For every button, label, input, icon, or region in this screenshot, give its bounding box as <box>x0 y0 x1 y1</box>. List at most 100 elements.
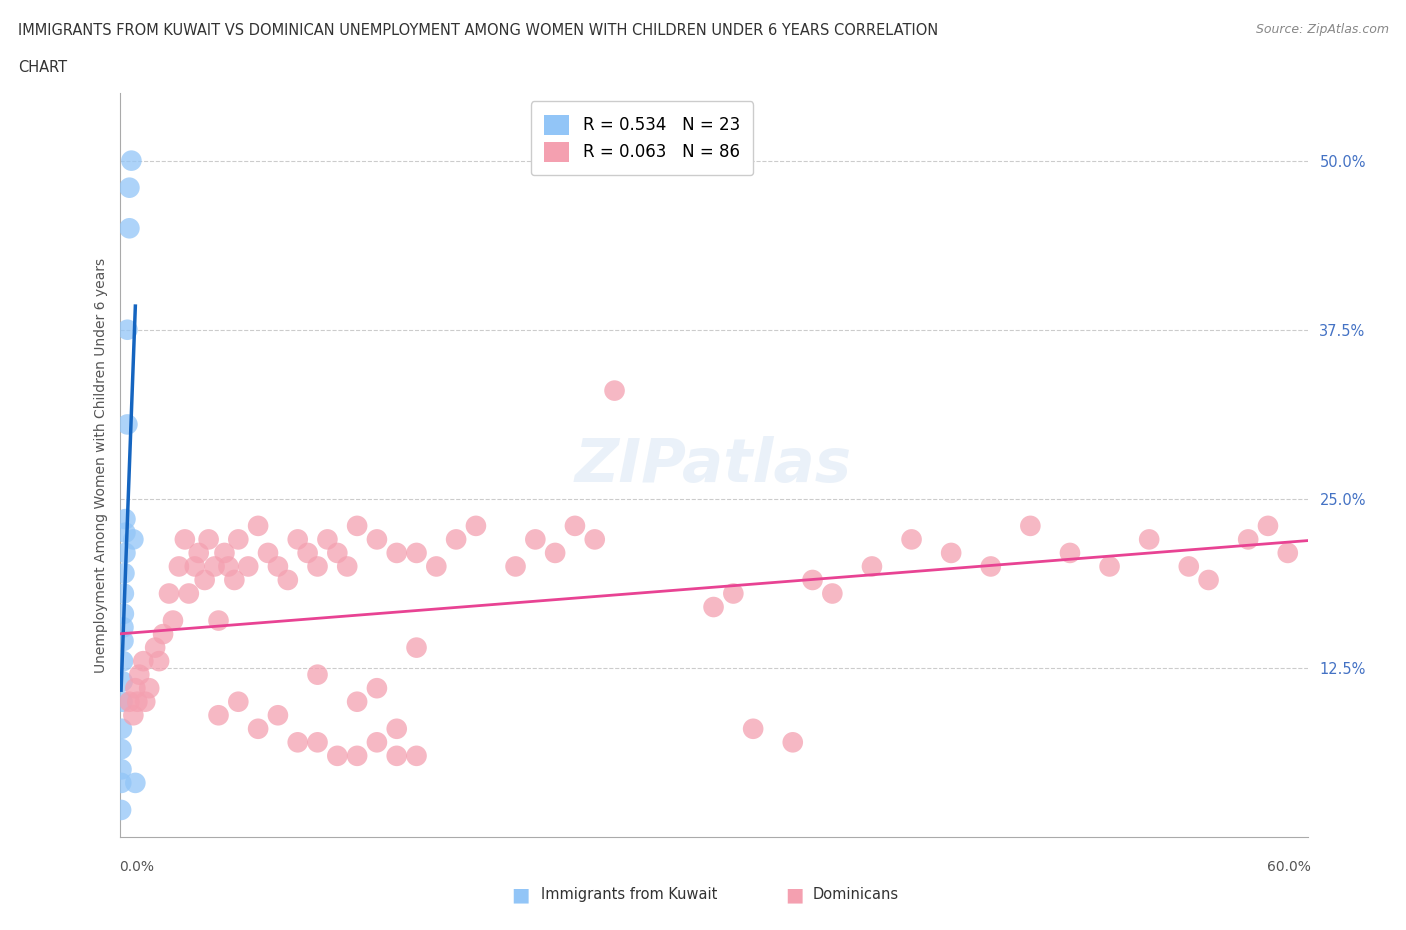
Point <box>110 803 132 817</box>
Point <box>117 417 139 432</box>
Point <box>118 180 141 195</box>
Point <box>122 532 145 547</box>
Point <box>801 573 824 588</box>
Point <box>723 586 745 601</box>
Text: 0.0%: 0.0% <box>120 859 155 874</box>
Point <box>112 586 135 601</box>
Point <box>122 708 145 723</box>
Point <box>112 620 135 635</box>
Text: CHART: CHART <box>18 60 67 75</box>
Point <box>217 559 239 574</box>
Point <box>385 546 408 561</box>
Point <box>177 586 200 601</box>
Point <box>134 695 156 710</box>
Text: Dominicans: Dominicans <box>813 887 898 902</box>
Point <box>143 640 166 655</box>
Point <box>425 559 447 574</box>
Point <box>405 640 427 655</box>
Point <box>267 708 290 723</box>
Point <box>385 749 408 764</box>
Point <box>702 600 725 615</box>
Point <box>405 546 427 561</box>
Point <box>197 532 219 547</box>
Point <box>524 532 547 547</box>
Point <box>267 559 290 574</box>
Point <box>583 532 606 547</box>
Point <box>111 674 134 689</box>
Point <box>114 525 136 540</box>
Point <box>544 546 567 561</box>
Point <box>564 518 586 533</box>
Point <box>224 573 246 588</box>
Point <box>214 546 236 561</box>
Text: ■: ■ <box>785 885 804 904</box>
Text: ZIPatlas: ZIPatlas <box>575 435 852 495</box>
Point <box>238 559 260 574</box>
Point <box>346 695 368 710</box>
Point <box>127 695 149 710</box>
Point <box>110 776 132 790</box>
Point <box>1257 518 1279 533</box>
Point <box>114 512 136 526</box>
Point <box>1098 559 1121 574</box>
Point <box>307 735 329 750</box>
Point <box>138 681 160 696</box>
Point <box>207 613 229 628</box>
Point <box>111 722 134 737</box>
Point <box>152 627 174 642</box>
Point <box>900 532 922 547</box>
Point <box>326 546 349 561</box>
Point <box>1277 546 1299 561</box>
Point <box>346 749 368 764</box>
Text: Source: ZipAtlas.com: Source: ZipAtlas.com <box>1256 23 1389 36</box>
Point <box>603 383 626 398</box>
Point <box>118 220 141 235</box>
Point <box>112 633 135 648</box>
Point <box>1178 559 1201 574</box>
Text: ■: ■ <box>510 885 530 904</box>
Point <box>148 654 170 669</box>
Point <box>287 735 309 750</box>
Point <box>1237 532 1260 547</box>
Point <box>194 573 217 588</box>
Point <box>366 735 388 750</box>
Point <box>247 722 270 737</box>
Point <box>821 586 844 601</box>
Point <box>505 559 527 574</box>
Point <box>307 667 329 682</box>
Point <box>207 708 229 723</box>
Point <box>110 762 132 777</box>
Point <box>277 573 299 588</box>
Point <box>162 613 184 628</box>
Point <box>110 741 132 756</box>
Point <box>1019 518 1042 533</box>
Point <box>860 559 883 574</box>
Point <box>187 546 209 561</box>
Text: Immigrants from Kuwait: Immigrants from Kuwait <box>541 887 717 902</box>
Point <box>167 559 190 574</box>
Point <box>385 722 408 737</box>
Point <box>366 681 388 696</box>
Point <box>184 559 207 574</box>
Point <box>204 559 226 574</box>
Point <box>128 667 150 682</box>
Point <box>366 532 388 547</box>
Point <box>939 546 962 561</box>
Point <box>247 518 270 533</box>
Point <box>118 695 141 710</box>
Legend: R = 0.534   N = 23, R = 0.063   N = 86: R = 0.534 N = 23, R = 0.063 N = 86 <box>531 101 754 176</box>
Point <box>120 153 142 168</box>
Point <box>1059 546 1081 561</box>
Point <box>114 546 136 561</box>
Y-axis label: Unemployment Among Women with Children Under 6 years: Unemployment Among Women with Children U… <box>94 258 108 672</box>
Point <box>117 323 139 338</box>
Text: 60.0%: 60.0% <box>1267 859 1310 874</box>
Text: IMMIGRANTS FROM KUWAIT VS DOMINICAN UNEMPLOYMENT AMONG WOMEN WITH CHILDREN UNDER: IMMIGRANTS FROM KUWAIT VS DOMINICAN UNEM… <box>18 23 939 38</box>
Point <box>124 681 146 696</box>
Point <box>336 559 359 574</box>
Point <box>742 722 765 737</box>
Point <box>124 776 146 790</box>
Point <box>257 546 280 561</box>
Point <box>1137 532 1160 547</box>
Point <box>228 695 250 710</box>
